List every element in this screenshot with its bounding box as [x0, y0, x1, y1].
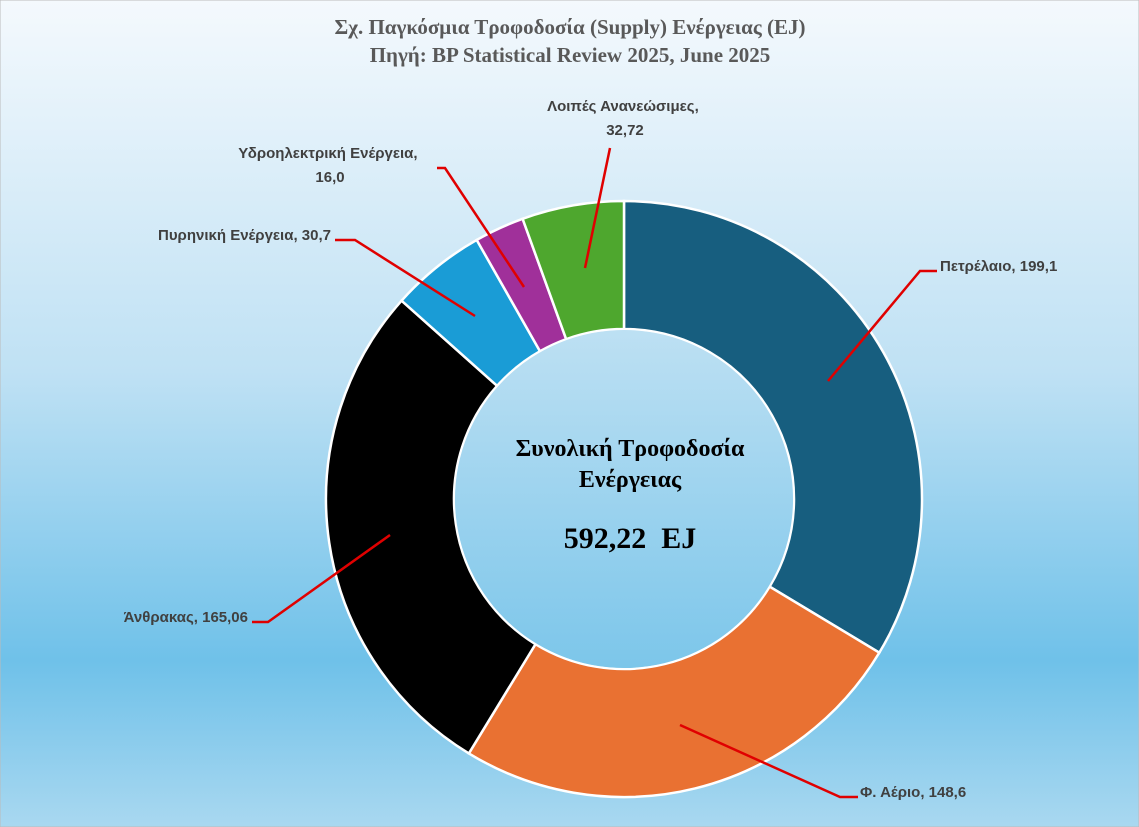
chart-subtitle: Πηγή: BP Statistical Review 2025, June 2… [370, 43, 771, 67]
data-label: Φ. Αέριο, 148,6 [860, 784, 966, 801]
donut-slice [467, 584, 882, 799]
category-name: Υδροηλεκτρική Ενέργεια [238, 145, 414, 162]
data-label: Υδροηλεκτρική Ενέργεια, 16,0 [238, 145, 421, 186]
center-value: 592,22 EJ [564, 522, 697, 555]
category-name: Πυρηνική Ενέργεια [158, 227, 294, 244]
center-title: Συνολική Τροφοδοσία [516, 436, 745, 462]
leader-line [583, 147, 612, 269]
leader-line [679, 723, 858, 799]
category-name: Πετρέλαιο [940, 258, 1011, 275]
donut-slice [521, 199, 626, 341]
leader-line [335, 238, 476, 318]
label-separator: , [1011, 258, 1019, 275]
data-label: Πετρέλαιο, 199,1 [940, 258, 1057, 275]
value-label: 199,1 [1020, 258, 1058, 275]
chart-title: Σχ. Παγκόσμια Τροφοδοσία (Supply) Ενέργε… [335, 15, 806, 39]
label-separator: , [920, 784, 928, 801]
value-label: 32,72 [606, 122, 644, 139]
donut-slice [324, 298, 538, 756]
data-label: Πυρηνική Ενέργεια, 30,7 [158, 227, 331, 244]
leader-line [827, 269, 937, 382]
donut-hole [455, 330, 793, 668]
leader-line [437, 166, 526, 288]
data-label: Λοιπές Ανανεώσιμες, 32,72 [547, 98, 703, 139]
value-label: 148,6 [929, 784, 967, 801]
label-separator: , [293, 227, 301, 244]
donut-slice [622, 199, 924, 655]
label-separator: , [695, 98, 703, 115]
data-label: Άνθρακας, 165,06 [124, 609, 248, 626]
category-name: Φ. Αέριο [860, 784, 920, 801]
label-separator: , [413, 145, 421, 162]
label-separator: , [194, 609, 202, 626]
value-label: 16,0 [315, 169, 344, 186]
center-title: Ενέργειας [579, 467, 682, 493]
category-name: Λοιπές Ανανεώσιμες [547, 98, 695, 115]
value-label: 30,7 [302, 227, 331, 244]
category-name: Άνθρακας [124, 609, 194, 626]
value-label: 165,06 [202, 609, 248, 626]
leader-line [252, 533, 391, 624]
